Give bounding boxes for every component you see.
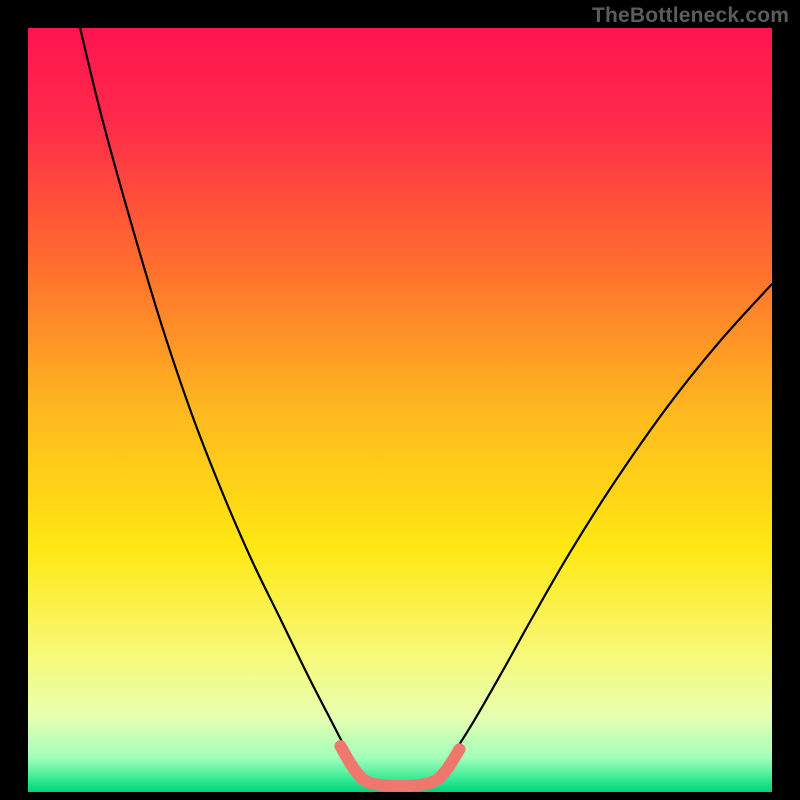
watermark-text: TheBottleneck.com (592, 4, 789, 28)
gradient-background (28, 28, 772, 792)
chart-frame: TheBottleneck.com (0, 0, 800, 800)
